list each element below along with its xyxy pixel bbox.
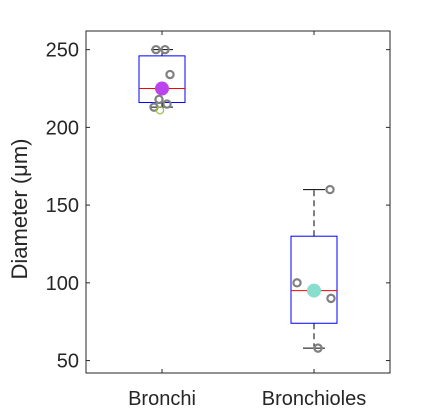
data-point [326,293,336,304]
plot-frame [85,30,391,374]
y-tick-label: 100 [46,273,79,295]
data-point [292,278,302,288]
mean-marker [155,81,169,96]
y-tick-label: 50 [57,351,79,373]
mean-marker [307,283,321,298]
box-group-bronchioles [290,184,338,353]
x-axis: Bronchi Bronchioles [128,31,366,410]
data-point [162,99,172,109]
x-tick-label: Bronchi [128,388,196,410]
y-axis-label: Diameter (μm) [7,138,32,279]
box-marks [138,44,338,353]
data-point [313,343,323,353]
data-point [325,184,335,195]
box [290,235,338,324]
data-point [151,44,161,55]
x-tick-label: Bronchioles [262,388,367,410]
data-point [165,69,175,80]
data-point [154,94,164,105]
box-group-bronchi [138,44,186,115]
plot-area [85,30,391,374]
y-tick-label: 200 [46,117,79,139]
y-tick-label: 150 [46,195,79,217]
data-point [160,44,170,55]
y-axis: 50 100 150 200 250 [46,40,390,373]
outlier-point [155,106,165,115]
y-tick-label: 250 [46,40,79,62]
